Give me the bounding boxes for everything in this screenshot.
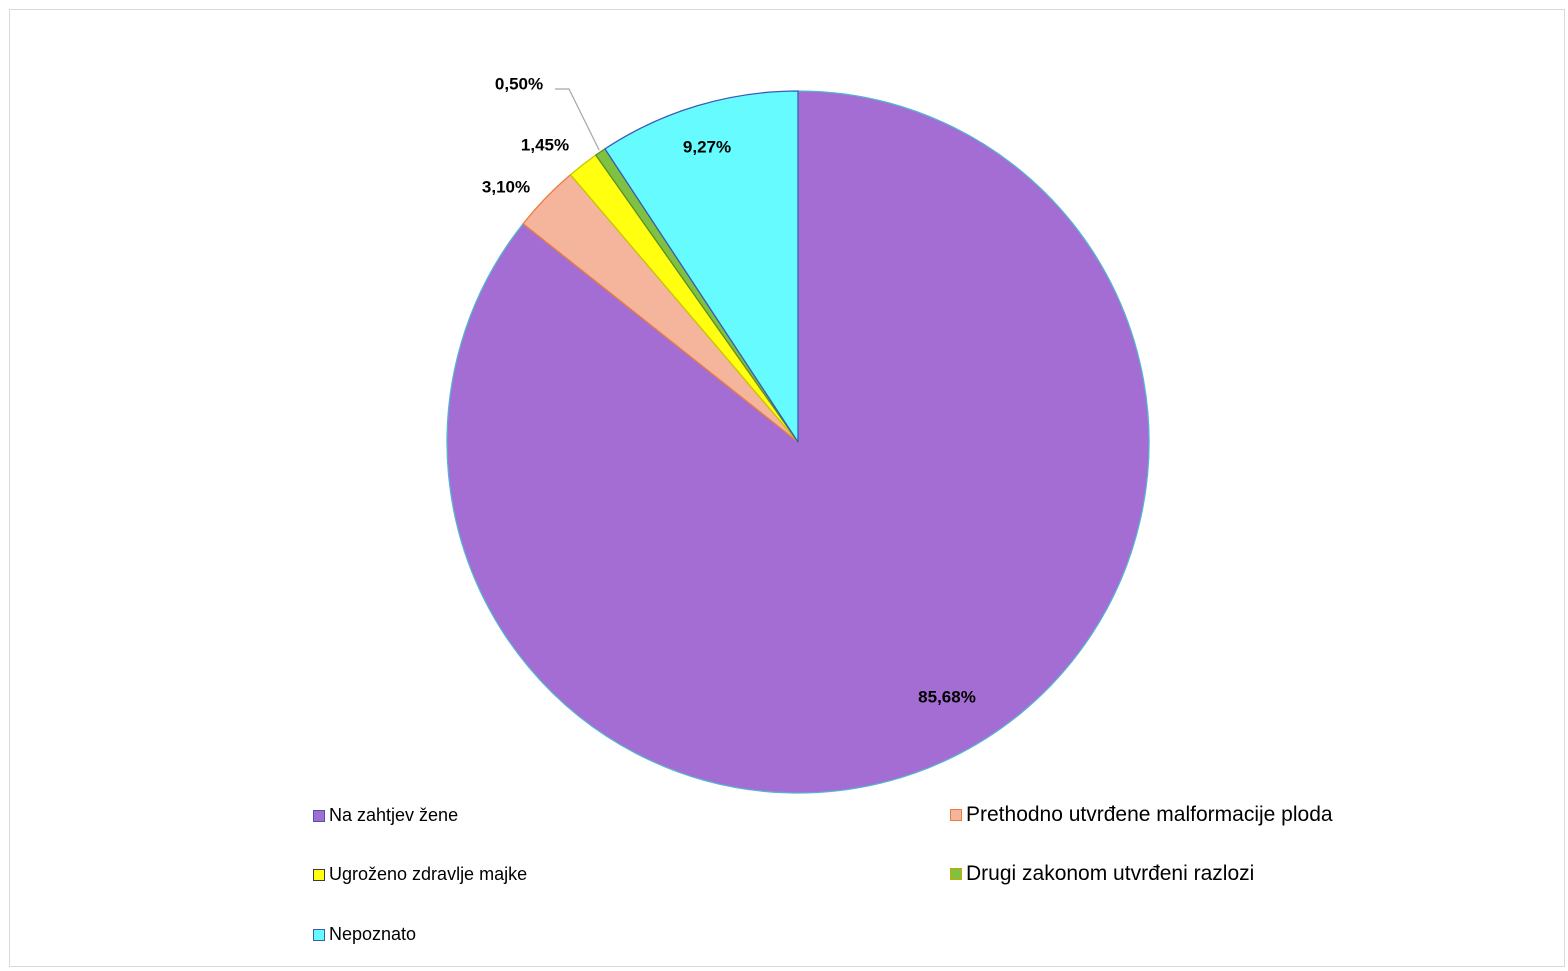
data-label-nepoznato: 9,27% bbox=[683, 137, 731, 156]
data-labels: 85,68% 3,10% 1,45% 0,50% 9,27% bbox=[482, 74, 976, 706]
leader-lines bbox=[555, 88, 600, 151]
legend-label: Na zahtjev žene bbox=[329, 805, 459, 825]
data-label-prethodno-utvrdene-malformacije-ploda: 3,10% bbox=[482, 177, 530, 196]
legend-item-nepoznato: Nepoznato bbox=[313, 924, 416, 945]
data-label-na-zahtjev-zene: 85,68% bbox=[918, 687, 976, 706]
legend-label: Prethodno utvrđene malformacije ploda bbox=[966, 803, 1333, 826]
legend-item-na-zahtjev-zene: Na zahtjev žene bbox=[313, 805, 458, 826]
legend-swatch-icon bbox=[313, 868, 325, 881]
legend-label: Ugroženo zdravlje majke bbox=[329, 864, 528, 884]
legend-swatch-icon bbox=[313, 809, 325, 822]
legend-item-ugrozeno-zdravlje-majke: Ugroženo zdravlje majke bbox=[313, 864, 527, 885]
data-label-drugi-zakonom-utvrdeni-razlozi: 0,50% bbox=[495, 74, 543, 93]
legend-item-drugi-zakonom-utvrdeni-razlozi: Drugi zakonom utvrđeni razlozi bbox=[950, 862, 1254, 886]
data-label-ugrozeno-zdravlje-majke: 1,45% bbox=[521, 135, 569, 154]
legend-label: Nepoznato bbox=[329, 924, 417, 944]
legend-swatch-icon bbox=[313, 928, 325, 941]
legend-item-prethodno-utvrdene-malformacije: Prethodno utvrđene malformacije ploda bbox=[950, 803, 1333, 827]
pie-slice-nepoznato bbox=[604, 90, 799, 443]
legend-label: Drugi zakonom utvrđeni razlozi bbox=[966, 862, 1255, 885]
legend-swatch-icon bbox=[950, 809, 962, 821]
pie-slices bbox=[446, 90, 1150, 794]
leader-line-drugi-zakonom-utvrdeni-razlozi bbox=[555, 88, 600, 151]
legend-swatch-icon bbox=[950, 868, 962, 880]
